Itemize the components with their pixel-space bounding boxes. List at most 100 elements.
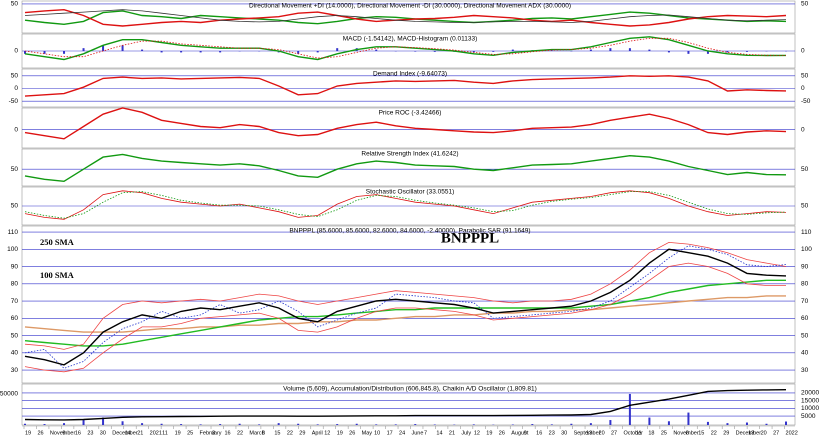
x-tick-label: 11 xyxy=(162,430,168,436)
bar xyxy=(375,49,378,51)
x-tick-label: 10 xyxy=(374,430,380,436)
x-tick-label: 25 xyxy=(187,430,193,436)
x-tick-label: 23 xyxy=(549,430,555,436)
bar xyxy=(472,51,475,53)
y-tick-label: 40 xyxy=(801,350,809,357)
y-tick-label: 90 xyxy=(801,263,809,270)
panel-title: MACD (-1.54142), MACD-Histogram (0.01133… xyxy=(343,36,478,43)
bar xyxy=(121,45,124,51)
x-tick-label: 15 xyxy=(698,430,704,436)
annotation: 100 SMA xyxy=(40,270,75,280)
bar xyxy=(726,423,729,425)
symbol-label: BNPPPL xyxy=(441,230,499,246)
series-line xyxy=(24,75,787,97)
x-tick-label: February xyxy=(200,430,222,436)
bar xyxy=(765,423,768,425)
y-tick-label: 0 xyxy=(801,85,805,92)
series-line xyxy=(24,279,786,347)
x-tick-label: December xyxy=(736,430,762,436)
bar xyxy=(433,51,436,52)
x-tick-label: 2021 xyxy=(150,430,162,436)
y-tick-label: 90 xyxy=(11,263,19,270)
series-line xyxy=(24,190,787,220)
x-tick-label: 7 xyxy=(424,430,427,436)
y-tick-label: 50 xyxy=(801,73,809,80)
bar xyxy=(726,51,729,53)
bar xyxy=(121,421,124,425)
bar xyxy=(570,423,573,425)
bar xyxy=(180,51,183,53)
x-tick-label: April xyxy=(312,430,323,436)
x-tick-label: July xyxy=(461,430,471,436)
bar xyxy=(316,51,319,53)
series-line xyxy=(24,295,786,333)
x-tick-label: May xyxy=(362,430,373,436)
y-tick-label: 100 xyxy=(7,246,18,253)
y-tick-label: 110 xyxy=(8,229,19,236)
y-tick-label: 70 xyxy=(801,298,809,305)
panel-frame xyxy=(21,148,796,187)
x-tick-label: 19 xyxy=(337,430,343,436)
y-tick-label: 20000 xyxy=(801,390,819,397)
x-tick-label: September xyxy=(574,430,601,436)
bar xyxy=(199,51,202,53)
y-tick-label: 50 xyxy=(11,332,19,339)
x-tick-label: 13 xyxy=(748,430,754,436)
x-tick-label: 27 xyxy=(611,430,617,436)
x-tick-label: 21 xyxy=(449,430,455,436)
bar xyxy=(297,51,300,54)
bar xyxy=(160,423,163,425)
x-tick-label: 14 xyxy=(436,430,442,436)
y-tick-label: 60 xyxy=(11,315,19,322)
bar xyxy=(745,51,748,52)
x-tick-label: 16 xyxy=(75,430,81,436)
bar xyxy=(24,51,26,54)
series-line xyxy=(24,107,787,140)
panel-frame xyxy=(21,383,796,426)
panel-title: Price ROC (-3.42466) xyxy=(379,110,442,117)
y2-tick-label: 50000 xyxy=(0,391,18,398)
bar xyxy=(667,421,670,425)
bar xyxy=(609,48,612,51)
x-tick-label: 18 xyxy=(648,430,654,436)
bar xyxy=(63,51,66,54)
x-tick-label: 8 xyxy=(212,430,215,436)
y-tick-label: 50 xyxy=(801,1,809,8)
x-tick-label: 12 xyxy=(324,430,330,436)
bar xyxy=(511,49,514,51)
series-line xyxy=(24,389,787,421)
bar xyxy=(141,423,144,425)
bar xyxy=(82,420,85,425)
y-tick-label: 0 xyxy=(14,126,18,133)
bar xyxy=(258,424,261,425)
y-tick-label: 50 xyxy=(801,166,809,173)
bar xyxy=(589,49,592,51)
x-tick-label: 19 xyxy=(486,430,492,436)
series-line xyxy=(24,9,787,23)
y-tick-label: 50 xyxy=(801,332,809,339)
x-tick-label: 2022 xyxy=(786,430,798,436)
y-tick-label: 50 xyxy=(11,73,19,80)
bar xyxy=(687,51,690,54)
bar xyxy=(492,51,495,52)
bar xyxy=(706,51,709,54)
x-tick-label: 25 xyxy=(661,430,667,436)
x-tick-label: June xyxy=(412,430,424,436)
bar xyxy=(160,51,163,53)
x-tick-label: August xyxy=(511,430,529,436)
bar xyxy=(238,423,241,425)
y-tick-label: 15000 xyxy=(801,397,819,404)
panel-title: Relative Strength Index (41.6242) xyxy=(361,151,458,158)
bar xyxy=(785,421,787,425)
y-tick-label: 0 xyxy=(14,48,18,55)
bar xyxy=(355,423,358,425)
bar xyxy=(219,424,222,425)
bar xyxy=(667,51,670,53)
x-tick-label: 8 xyxy=(262,430,265,436)
x-tick-label: October xyxy=(623,430,643,436)
x-tick-label: 9 xyxy=(62,430,65,436)
x-tick-label: 27 xyxy=(773,430,779,436)
bar xyxy=(589,423,592,425)
